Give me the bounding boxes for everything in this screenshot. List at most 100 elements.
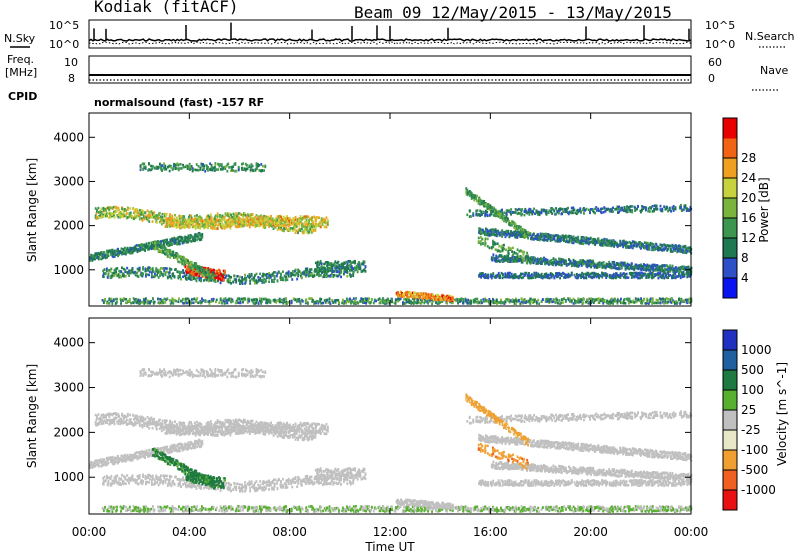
rti-cell <box>628 297 631 301</box>
rti-cell <box>179 274 181 277</box>
rti-cell <box>203 221 205 224</box>
rti-cell <box>223 269 226 273</box>
rti-cell <box>587 298 589 301</box>
rti-cell <box>519 212 522 216</box>
rti-cell <box>533 207 535 211</box>
rti-cell <box>138 216 141 219</box>
rti-cell <box>683 206 686 209</box>
rti-cell <box>148 220 151 223</box>
rti-cell <box>115 253 117 256</box>
rti-cell <box>277 299 280 302</box>
rti-cell <box>222 275 225 278</box>
rti-cell <box>642 205 645 209</box>
rti-cell <box>199 227 202 230</box>
rti-cell <box>651 297 654 300</box>
rti-cell <box>123 297 126 301</box>
rti-cell <box>126 272 129 275</box>
rti-cell <box>97 257 100 261</box>
rti-cell <box>262 164 264 168</box>
rti-cell <box>233 277 236 281</box>
rti-cell <box>516 259 519 262</box>
rti-cell <box>400 290 402 294</box>
rti-cell <box>531 256 533 259</box>
rti-cell <box>261 218 264 222</box>
rti-cell <box>513 211 515 214</box>
rti-cell <box>577 238 580 241</box>
rti-cell <box>577 301 580 304</box>
rti-cell <box>115 206 118 209</box>
rti-cell <box>412 291 414 295</box>
rti-cell <box>237 297 240 300</box>
rti-cell <box>162 251 165 254</box>
rti-cell <box>502 255 504 259</box>
rti-cell <box>160 251 163 254</box>
rti-cell <box>119 211 122 214</box>
rti-cell <box>585 236 588 239</box>
rti-cell <box>584 209 586 212</box>
rti-cell <box>579 207 582 210</box>
rti-cell <box>540 257 542 260</box>
rti-cell <box>203 222 206 226</box>
rti-cell <box>295 229 298 233</box>
rti-cell <box>447 299 450 302</box>
rti-cell <box>537 233 539 236</box>
rti-cell <box>539 232 542 236</box>
rti-cell <box>209 162 212 165</box>
rti-cell <box>307 302 309 305</box>
rti-cell <box>259 217 262 220</box>
rti-cell <box>164 225 167 228</box>
rti-cell <box>138 266 141 270</box>
rti-cell <box>165 212 168 216</box>
rti-cell <box>299 217 302 220</box>
rti-cell <box>185 240 188 243</box>
rti-cell <box>578 298 581 302</box>
rti-cell <box>179 163 182 166</box>
rti-cell <box>296 277 299 281</box>
rti-cell <box>503 301 506 304</box>
rti-cell <box>142 272 144 276</box>
rti-cell <box>617 210 619 214</box>
rti-cell <box>608 239 611 242</box>
rti-cell <box>258 217 260 221</box>
rti-cell <box>229 225 232 228</box>
rti-cell <box>669 244 672 248</box>
rti-cell <box>252 216 255 220</box>
rti-cell <box>475 209 478 213</box>
rti-cell <box>260 300 263 303</box>
rti-cell <box>290 275 292 278</box>
rti-cell <box>231 168 234 171</box>
rti-cell <box>175 252 178 255</box>
rti-cell <box>166 241 169 244</box>
rti-cell <box>673 247 676 251</box>
rti-cell <box>251 164 254 168</box>
rti-cell <box>342 302 345 305</box>
rti-cell <box>624 302 627 305</box>
rti-cell <box>448 294 451 298</box>
rti-cell <box>514 211 517 214</box>
rti-cell <box>543 209 546 213</box>
rti-cell <box>158 302 161 305</box>
rti-cell <box>159 268 161 272</box>
rti-cell <box>544 262 546 266</box>
rti-cell <box>252 223 255 226</box>
rti-cell <box>249 213 252 216</box>
rti-cell <box>399 294 401 297</box>
rti-cell <box>136 211 139 214</box>
rti-cell <box>606 208 608 211</box>
rti-cell <box>187 266 190 269</box>
rti-cell <box>294 218 297 222</box>
rti-cell <box>221 274 224 277</box>
rti-cell <box>290 299 293 303</box>
rti-cell <box>405 300 408 304</box>
rti-cell <box>108 216 111 219</box>
rti-cell <box>221 302 224 305</box>
rti-cell <box>403 302 406 305</box>
rti-cell <box>177 254 180 258</box>
rti-cell <box>211 166 214 170</box>
rti-cell <box>197 269 200 273</box>
rti-cell <box>674 301 676 305</box>
rti-cell <box>357 301 360 305</box>
rti-cell <box>492 210 495 213</box>
rti-cell <box>222 299 225 303</box>
rti-cell <box>507 232 510 235</box>
